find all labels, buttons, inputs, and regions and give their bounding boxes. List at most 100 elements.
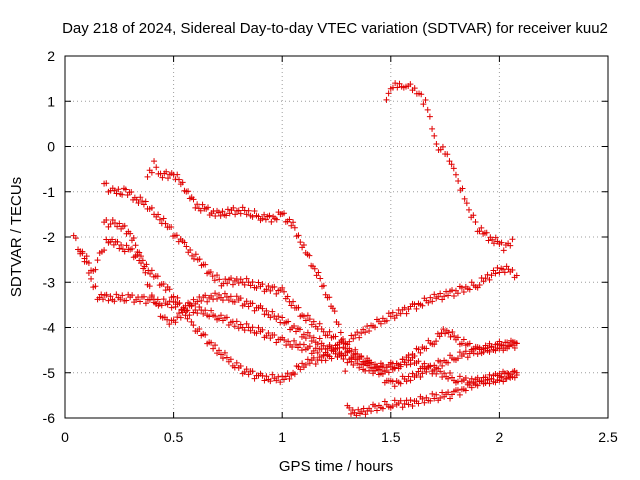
- data-point: [320, 328, 327, 335]
- data-point: [249, 324, 256, 331]
- data-point: [407, 397, 414, 404]
- data-point: [261, 211, 268, 218]
- data-point: [177, 314, 184, 321]
- data-point: [468, 279, 475, 286]
- data-point: [486, 348, 493, 355]
- data-point: [460, 336, 467, 343]
- data-point: [354, 329, 361, 336]
- data-point: [486, 380, 493, 387]
- data-point: [249, 300, 256, 307]
- data-point: [116, 220, 123, 227]
- data-point: [98, 291, 105, 298]
- data-point: [425, 299, 432, 306]
- data-point: [300, 313, 307, 320]
- data-point: [447, 369, 454, 376]
- data-point: [509, 338, 516, 345]
- data-point: [455, 177, 462, 184]
- data-point: [419, 370, 426, 377]
- data-point: [438, 330, 445, 337]
- data-point: [496, 269, 503, 276]
- data-point: [237, 363, 244, 370]
- data-point: [247, 327, 254, 334]
- data-point: [346, 404, 353, 411]
- data-point: [121, 222, 128, 229]
- data-point: [271, 332, 278, 339]
- data-point: [411, 301, 418, 308]
- data-point: [439, 362, 446, 369]
- data-point: [409, 403, 416, 410]
- data-point: [247, 282, 254, 289]
- data-point: [187, 246, 194, 253]
- series-track-5: [144, 158, 520, 419]
- data-point: [137, 194, 144, 201]
- data-point: [385, 369, 392, 376]
- data-point: [474, 351, 481, 358]
- data-point: [340, 336, 347, 343]
- data-point: [294, 344, 301, 351]
- data-point: [176, 310, 183, 317]
- data-point: [255, 279, 262, 286]
- data-point: [324, 332, 331, 339]
- data-point: [356, 364, 363, 371]
- data-point: [221, 290, 228, 297]
- data-point: [241, 327, 248, 334]
- data-point: [450, 293, 457, 300]
- data-point: [183, 308, 190, 315]
- data-point: [290, 298, 297, 305]
- data-point: [383, 96, 390, 103]
- data-point: [110, 241, 117, 248]
- data-point: [155, 211, 162, 218]
- data-point: [507, 242, 514, 249]
- data-point: [454, 387, 461, 394]
- data-point: [429, 125, 436, 132]
- data-point: [176, 300, 183, 307]
- data-point: [92, 266, 99, 273]
- data-point: [347, 410, 354, 417]
- data-point: [259, 281, 266, 288]
- data-point: [429, 368, 436, 375]
- data-point: [166, 321, 173, 328]
- data-point: [261, 377, 268, 384]
- data-point: [136, 249, 143, 256]
- data-point: [243, 320, 250, 327]
- data-point: [419, 395, 426, 402]
- data-point: [277, 319, 284, 326]
- data-point: [116, 245, 123, 252]
- data-point: [192, 251, 199, 258]
- data-point: [494, 264, 501, 271]
- data-point: [233, 293, 240, 300]
- data-point: [399, 404, 406, 411]
- data-point: [148, 169, 155, 176]
- data-point: [503, 375, 510, 382]
- data-point: [461, 195, 468, 202]
- data-point: [459, 185, 466, 192]
- data-point: [403, 378, 410, 385]
- data-point: [290, 219, 297, 226]
- data-point: [165, 175, 172, 182]
- y-tick-label: -4: [43, 320, 56, 336]
- data-point: [368, 408, 375, 415]
- data-point: [354, 350, 361, 357]
- data-point: [462, 348, 469, 355]
- data-point: [385, 90, 392, 97]
- data-point: [219, 297, 226, 304]
- data-point: [429, 390, 436, 397]
- data-point: [445, 359, 452, 366]
- data-point: [391, 397, 398, 404]
- data-point: [170, 293, 177, 300]
- data-point: [181, 239, 188, 246]
- data-point: [229, 281, 236, 288]
- data-point: [243, 275, 250, 282]
- data-point: [379, 405, 386, 412]
- data-point: [237, 295, 244, 302]
- data-point: [72, 235, 79, 242]
- data-point: [96, 294, 103, 301]
- data-point: [439, 296, 446, 303]
- data-point: [417, 373, 424, 380]
- data-point: [148, 267, 155, 274]
- data-point: [223, 314, 230, 321]
- data-point: [245, 207, 252, 214]
- data-point: [286, 375, 293, 382]
- data-point: [266, 212, 273, 219]
